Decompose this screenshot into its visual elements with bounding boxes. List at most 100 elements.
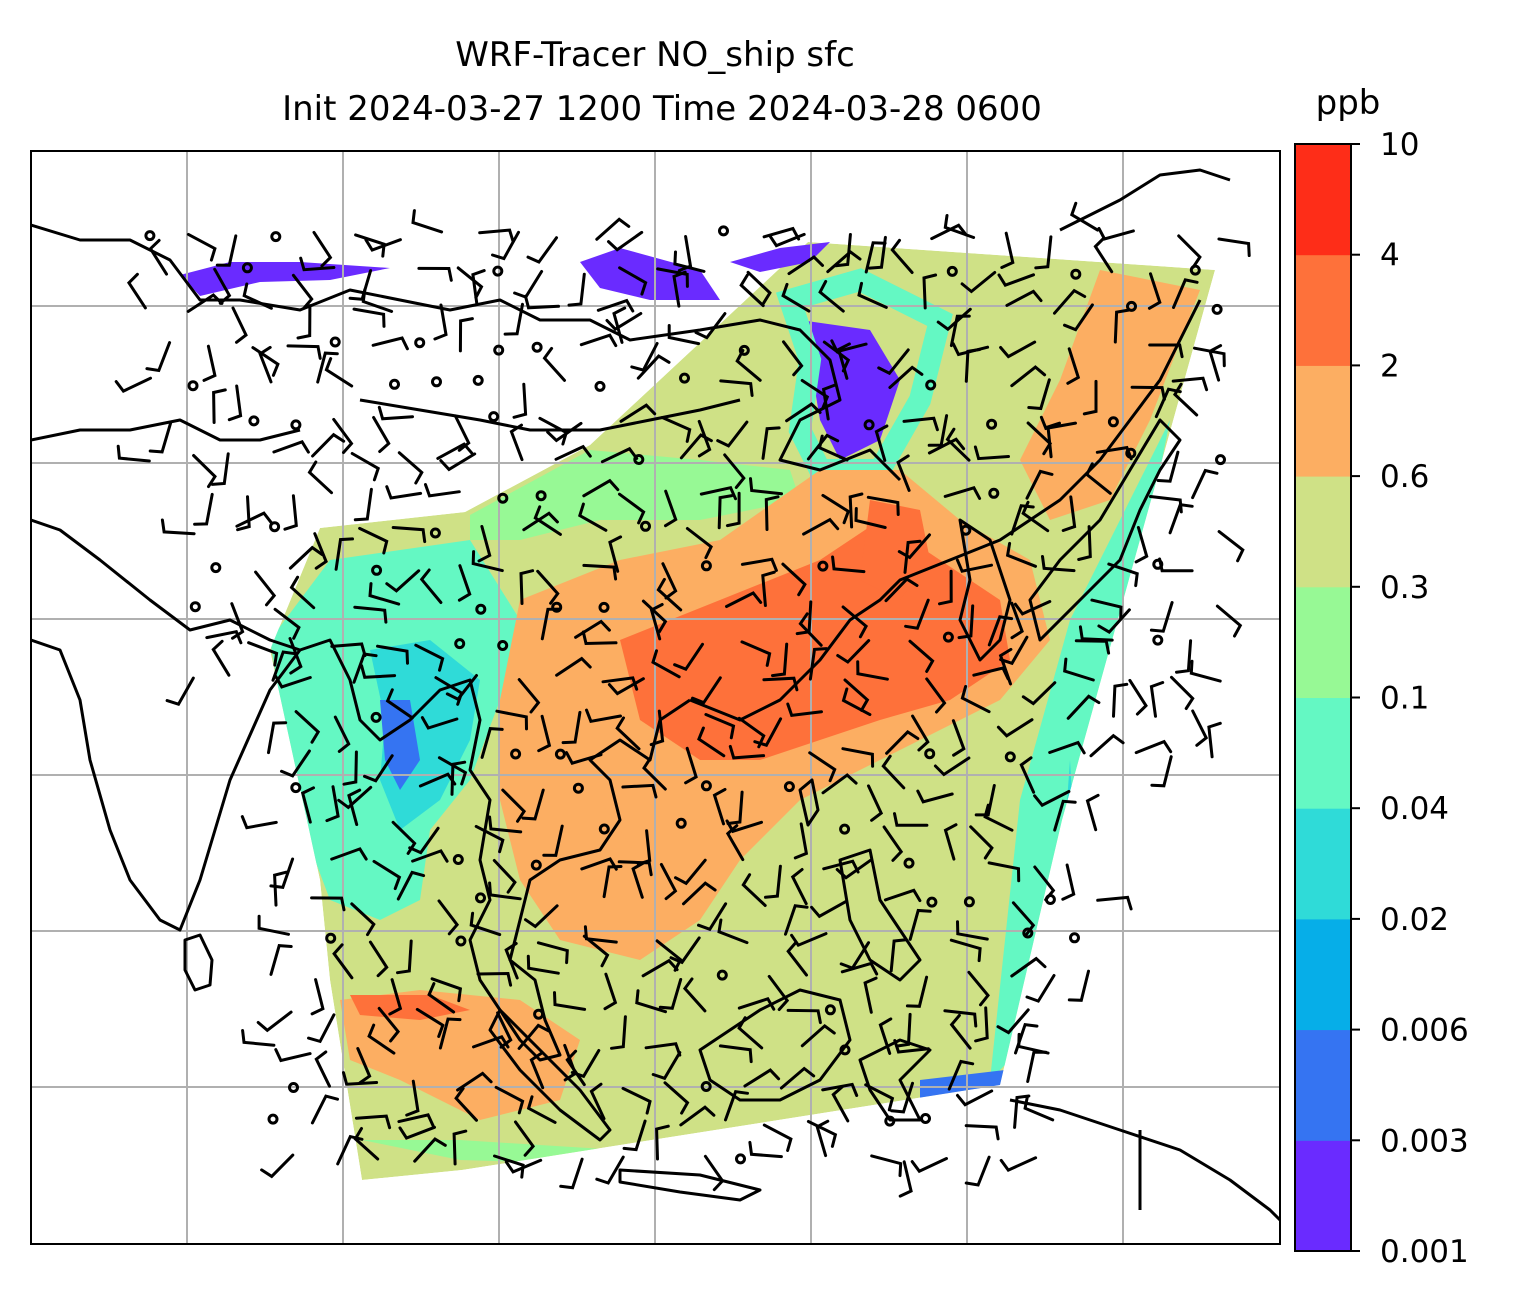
wind-barb bbox=[949, 314, 971, 348]
wind-barb bbox=[641, 599, 668, 634]
wind-barb bbox=[494, 1085, 525, 1115]
wind-barb bbox=[925, 677, 947, 714]
wind-barb bbox=[256, 1010, 293, 1033]
wind-barb bbox=[949, 1013, 972, 1050]
wind-barb bbox=[231, 306, 248, 344]
wind-barb bbox=[974, 784, 996, 817]
wind-barb bbox=[601, 676, 639, 691]
calm-circle bbox=[903, 857, 915, 869]
wind-barb bbox=[621, 1086, 652, 1115]
wind-barb bbox=[786, 940, 808, 977]
wind-barb bbox=[368, 940, 389, 978]
wind-barb bbox=[493, 1154, 525, 1179]
wind-barb bbox=[1000, 231, 1015, 269]
wind-barb bbox=[1027, 378, 1051, 411]
wind-barb bbox=[419, 568, 443, 604]
wind-barb bbox=[437, 899, 460, 936]
wind-barb bbox=[836, 342, 851, 380]
wind-barb bbox=[723, 453, 746, 489]
wind-barb bbox=[1005, 541, 1037, 568]
wind-barb bbox=[330, 642, 367, 657]
wind-barb bbox=[334, 537, 354, 571]
wind-barb bbox=[193, 492, 214, 526]
wind-barb bbox=[519, 569, 535, 605]
calm-circle bbox=[144, 230, 156, 242]
wind-barb bbox=[559, 1157, 584, 1190]
wind-barb bbox=[453, 414, 471, 452]
colorbar-level-1 bbox=[1295, 1029, 1351, 1141]
wind-barb bbox=[781, 282, 811, 313]
wind-barb bbox=[391, 526, 427, 544]
calm-circle bbox=[1189, 264, 1201, 276]
calm-circle bbox=[493, 344, 505, 356]
wind-barb bbox=[782, 340, 804, 377]
calm-circle bbox=[1126, 300, 1137, 312]
wind-barb bbox=[595, 217, 631, 241]
wind-barb bbox=[902, 416, 939, 432]
wind-barb bbox=[385, 688, 414, 720]
calm-circle bbox=[290, 782, 302, 794]
calm-circle bbox=[633, 454, 645, 465]
wind-barb bbox=[704, 713, 736, 740]
wind-barb bbox=[313, 532, 328, 570]
wind-barb bbox=[762, 676, 799, 692]
calm-circle bbox=[598, 601, 610, 613]
calm-circle bbox=[530, 859, 542, 871]
calm-circle bbox=[942, 631, 954, 643]
calm-circle bbox=[531, 341, 543, 353]
tracer-field-west-dark bbox=[380, 700, 420, 790]
wind-barb bbox=[784, 904, 809, 936]
wind-barb bbox=[841, 747, 875, 768]
calm-circle bbox=[884, 1115, 896, 1127]
wind-barb bbox=[1096, 895, 1133, 911]
wind-barb bbox=[291, 273, 314, 310]
calm-circle bbox=[535, 490, 547, 502]
wind-barb bbox=[685, 527, 713, 560]
wind-barb bbox=[1066, 347, 1081, 385]
calm-circle bbox=[551, 601, 563, 613]
wind-barb bbox=[561, 710, 582, 745]
wind-barb bbox=[802, 517, 840, 536]
wind-barb bbox=[716, 420, 749, 448]
wind-barb bbox=[830, 339, 868, 354]
wind-barb bbox=[1130, 385, 1166, 401]
wind-barb bbox=[996, 1008, 1030, 1035]
wind-barb bbox=[817, 434, 849, 462]
wind-barb bbox=[1171, 376, 1209, 392]
wind-barb bbox=[517, 678, 541, 714]
wind-barb bbox=[273, 870, 288, 907]
calm-circle bbox=[1004, 751, 1016, 763]
wind-barb bbox=[553, 991, 587, 1011]
wind-barb bbox=[391, 820, 417, 855]
wind-barb bbox=[874, 424, 889, 462]
wind-barb bbox=[866, 495, 900, 516]
wind-barb bbox=[655, 939, 683, 972]
wind-barb bbox=[186, 232, 217, 262]
wind-barb bbox=[699, 485, 737, 501]
wind-barb bbox=[456, 1071, 493, 1092]
wind-barb bbox=[949, 938, 982, 963]
calm-circle bbox=[817, 560, 829, 572]
wind-barb bbox=[863, 976, 878, 1014]
wind-barb bbox=[834, 233, 852, 268]
calm-circle bbox=[738, 344, 750, 356]
wind-barb bbox=[999, 635, 1029, 666]
wind-barb bbox=[927, 414, 949, 447]
wind-barb bbox=[417, 266, 453, 282]
wind-barb bbox=[213, 267, 232, 305]
wind-barb bbox=[299, 256, 336, 272]
wind-barb bbox=[951, 719, 966, 757]
wind-barb bbox=[567, 272, 586, 307]
calm-circle bbox=[488, 411, 500, 423]
wind-barb bbox=[1023, 1095, 1055, 1122]
wind-barb bbox=[667, 324, 701, 346]
wind-barb bbox=[718, 1044, 753, 1064]
wind-barb bbox=[1149, 601, 1174, 633]
wind-barb bbox=[895, 1012, 912, 1048]
border-mongolia bbox=[359, 398, 741, 432]
wind-barb bbox=[211, 639, 231, 677]
wind-barb bbox=[1011, 901, 1036, 937]
wind-barb bbox=[1053, 288, 1087, 315]
wind-barb bbox=[1172, 382, 1199, 417]
wind-barb bbox=[800, 379, 830, 410]
